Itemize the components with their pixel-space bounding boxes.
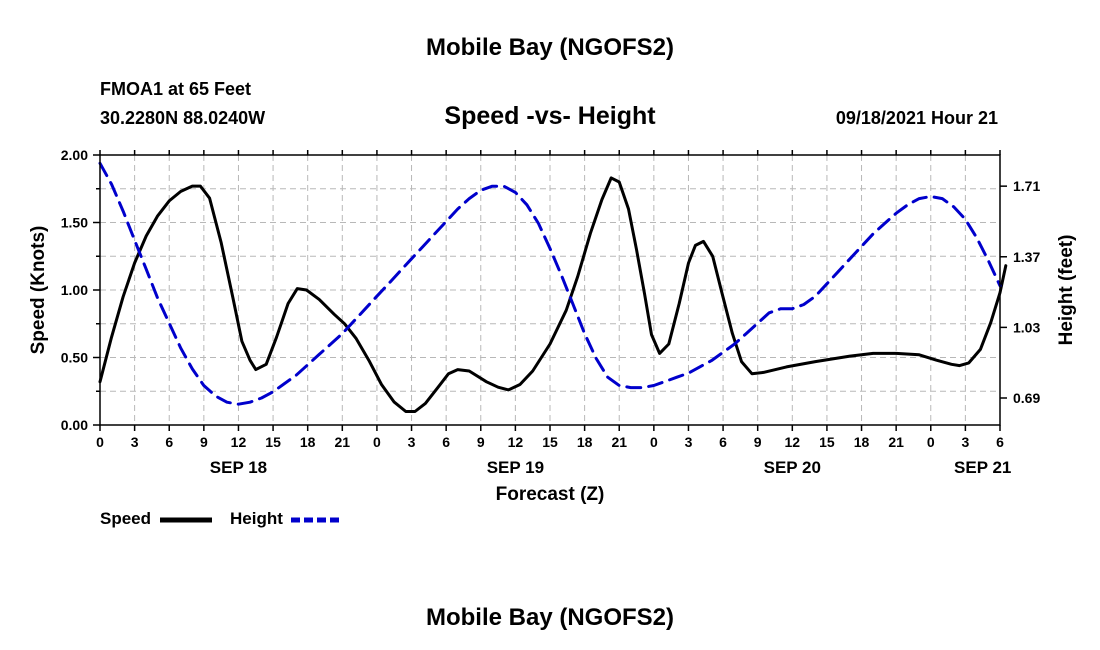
x-tick-label: 21 bbox=[611, 434, 627, 450]
x-tick-label: 21 bbox=[888, 434, 904, 450]
x-axis-title: Forecast (Z) bbox=[496, 484, 605, 505]
date-label: SEP 18 bbox=[210, 458, 267, 477]
x-tick-label: 0 bbox=[96, 434, 104, 450]
left-tick-label: 1.00 bbox=[61, 282, 88, 298]
legend-speed-label: Speed bbox=[100, 509, 151, 528]
x-tick-label: 6 bbox=[996, 434, 1004, 450]
x-tick-label: 3 bbox=[685, 434, 693, 450]
left-tick-label: 2.00 bbox=[61, 147, 88, 163]
x-tick-label: 3 bbox=[131, 434, 139, 450]
coordinates-label: 30.2280N 88.0240W bbox=[100, 108, 265, 128]
date-label: SEP 20 bbox=[764, 458, 821, 477]
x-tick-label: 6 bbox=[165, 434, 173, 450]
left-axis-labels: 0.00 0.50 1.00 1.50 2.00 bbox=[61, 147, 88, 433]
x-tick-label: 12 bbox=[231, 434, 247, 450]
x-tick-label: 15 bbox=[542, 434, 558, 450]
x-tick-label: 12 bbox=[508, 434, 524, 450]
x-tick-label: 0 bbox=[927, 434, 935, 450]
right-axis-title: Height (feet) bbox=[1056, 235, 1077, 346]
legend: Speed Height bbox=[100, 509, 343, 528]
chart-title: Mobile Bay (NGOFS2) bbox=[426, 34, 674, 61]
right-tick-label: 0.69 bbox=[1013, 390, 1040, 406]
series-line-speed bbox=[98, 176, 1008, 413]
right-axis-labels: 0.69 1.03 1.37 1.71 bbox=[1013, 178, 1040, 406]
x-tick-label: 21 bbox=[335, 434, 351, 450]
x-tick-label: 9 bbox=[754, 434, 762, 450]
forecast-date-label: 09/18/2021 Hour 21 bbox=[836, 108, 998, 128]
x-tick-label: 18 bbox=[577, 434, 593, 450]
x-tick-label: 3 bbox=[408, 434, 416, 450]
grid-lines bbox=[100, 155, 1000, 425]
chart-subtitle: Speed -vs- Height bbox=[444, 102, 656, 130]
series-layer bbox=[98, 161, 1008, 413]
x-tick-label: 15 bbox=[819, 434, 835, 450]
left-axis-title: Speed (Knots) bbox=[28, 226, 49, 355]
x-tick-label: 9 bbox=[477, 434, 485, 450]
date-labels: SEP 18 SEP 19 SEP 20 SEP 21 bbox=[210, 458, 1012, 477]
x-tick-label: 12 bbox=[785, 434, 801, 450]
left-tick-label: 1.50 bbox=[61, 215, 88, 231]
x-tick-label: 6 bbox=[442, 434, 450, 450]
left-tick-label: 0.50 bbox=[61, 350, 88, 366]
date-label: SEP 21 bbox=[954, 458, 1011, 477]
x-tick-label: 15 bbox=[265, 434, 281, 450]
x-tick-label: 0 bbox=[650, 434, 658, 450]
axis-ticks bbox=[93, 150, 1007, 431]
x-tick-label: 9 bbox=[200, 434, 208, 450]
right-tick-label: 1.03 bbox=[1013, 319, 1040, 335]
station-label: FMOA1 at 65 Feet bbox=[100, 79, 251, 99]
left-tick-label: 0.00 bbox=[61, 417, 88, 433]
right-tick-label: 1.37 bbox=[1013, 249, 1040, 265]
date-label: SEP 19 bbox=[487, 458, 544, 477]
x-tick-label: 0 bbox=[373, 434, 381, 450]
series-line-height bbox=[98, 161, 1002, 406]
x-tick-label: 6 bbox=[719, 434, 727, 450]
legend-height-label: Height bbox=[230, 509, 283, 528]
x-tick-label: 3 bbox=[961, 434, 969, 450]
x-tick-label: 18 bbox=[300, 434, 316, 450]
footer-title: Mobile Bay (NGOFS2) bbox=[426, 604, 674, 631]
x-axis-labels: 0 3 6 9 12 15 18 21 0 3 6 9 12 15 18 21 0 3 6 9 12 15 18 21 0 3 6 bbox=[96, 434, 1004, 450]
right-tick-label: 1.71 bbox=[1013, 178, 1040, 194]
x-tick-label: 18 bbox=[854, 434, 870, 450]
